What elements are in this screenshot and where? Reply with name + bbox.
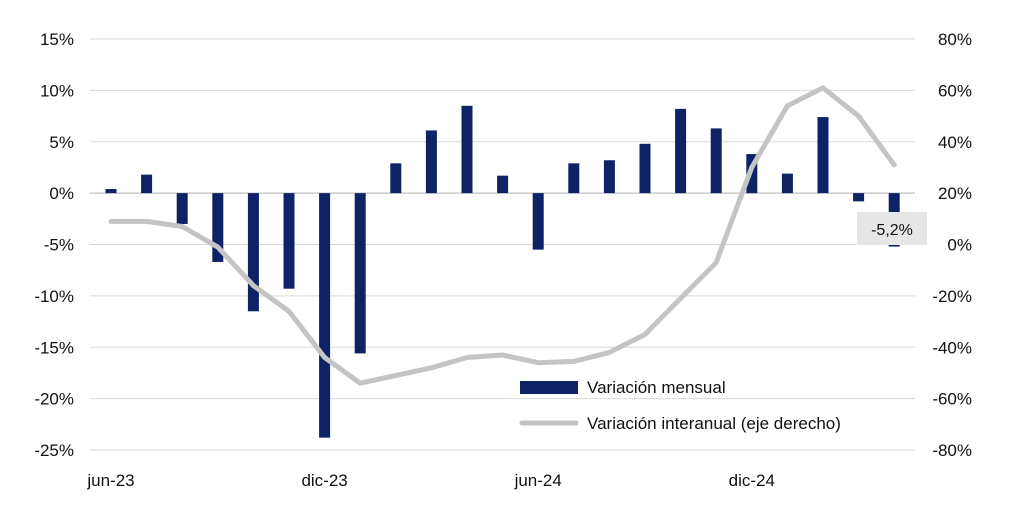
bar (390, 163, 402, 194)
y-left-tick-label: -10% (34, 287, 74, 306)
bar (212, 193, 224, 262)
bar (141, 174, 153, 194)
legend-label: Variación mensual (587, 378, 726, 397)
y-left-tick-label: -5% (44, 236, 74, 255)
bar-annotation: -5,2% (857, 212, 927, 245)
bar (817, 117, 829, 194)
y-left-tick-label: 15% (40, 30, 74, 49)
x-tick-label: dic-23 (301, 471, 347, 490)
y-right-tick-label: -40% (932, 338, 972, 357)
y-left-tick-label: -20% (34, 390, 74, 409)
annotation-label: -5,2% (871, 222, 913, 239)
annotation-box (857, 212, 927, 245)
legend-swatch-bar (520, 381, 578, 394)
bar (568, 163, 580, 194)
y-left-tick-label: -25% (34, 441, 74, 460)
y-left-tick-label: 10% (40, 81, 74, 100)
bar (425, 130, 437, 194)
legend-label: Variación interanual (eje derecho) (587, 414, 841, 433)
y-right-tick-label: 80% (938, 30, 972, 49)
bar (675, 108, 687, 194)
y-right-tick-label: 40% (938, 133, 972, 152)
y-axis-right: 80% 60% 40% 20% 0% -20% -40% -60% -80% (932, 30, 972, 460)
bar (247, 193, 259, 312)
x-axis: jun-23 dic-23 jun-24 dic-24 (86, 471, 775, 490)
y-axis-left: 15% 10% 5% 0% -5% -10% -15% -20% -25% (34, 30, 74, 460)
y-right-tick-label: -60% (932, 390, 972, 409)
legend: Variación mensual Variación interanual (e… (519, 378, 841, 433)
bar-series (105, 105, 900, 438)
y-right-tick-label: 60% (938, 81, 972, 100)
x-tick-label: jun-24 (514, 471, 562, 490)
y-left-tick-label: -15% (34, 338, 74, 357)
series-line (108, 85, 897, 386)
line-series (108, 85, 897, 386)
bar (853, 193, 865, 202)
bar (283, 193, 295, 289)
x-tick-label: jun-23 (86, 471, 134, 490)
bar (532, 193, 544, 250)
y-left-tick-label: 0% (49, 184, 74, 203)
bar (176, 193, 188, 224)
bar (354, 193, 366, 354)
y-left-tick-label: 5% (49, 133, 74, 152)
bar (319, 193, 331, 438)
bar (603, 160, 615, 194)
y-right-tick-label: -80% (932, 441, 972, 460)
bar (461, 105, 473, 194)
x-tick-label: dic-24 (729, 471, 775, 490)
bar (781, 173, 793, 194)
bar (105, 189, 117, 194)
bar (710, 128, 722, 194)
y-right-tick-label: 0% (947, 236, 972, 255)
bar (497, 175, 509, 194)
y-right-tick-label: -20% (932, 287, 972, 306)
bar (639, 143, 651, 194)
y-right-tick-label: 20% (938, 184, 972, 203)
